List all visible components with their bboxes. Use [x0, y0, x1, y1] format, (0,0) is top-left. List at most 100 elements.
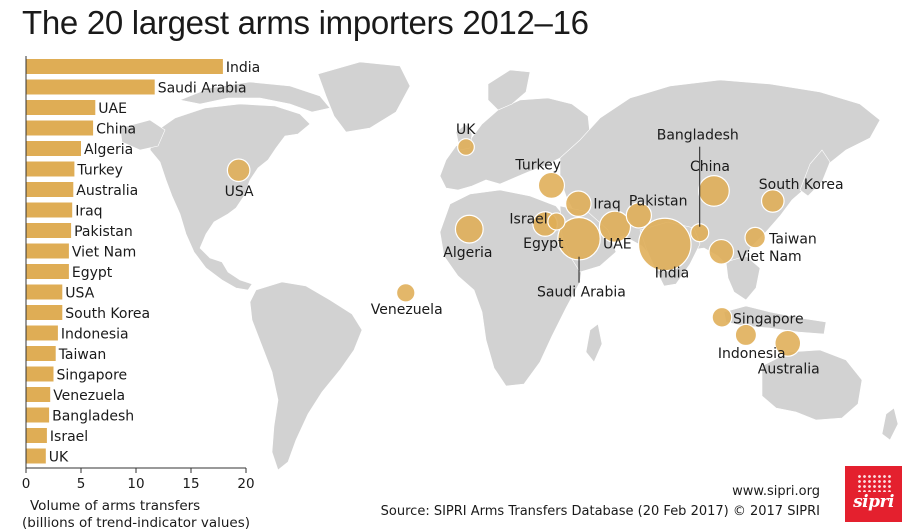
world-map — [119, 61, 899, 471]
source-note: Source: SIPRI Arms Transfers Database (2… — [381, 504, 820, 519]
map-label-uk: UK — [456, 122, 476, 138]
map-label-israel: Israel — [509, 211, 547, 227]
logo-dot-pattern — [857, 474, 891, 492]
bar-pakistan — [26, 223, 72, 238]
bar-label-viet-nam: Viet Nam — [72, 245, 136, 261]
bar-label-indonesia: Indonesia — [61, 327, 129, 343]
bubble-singapore — [711, 306, 733, 328]
bar-iraq — [26, 202, 73, 218]
bar-venezuela — [26, 387, 51, 402]
bar-label-pakistan: Pakistan — [74, 224, 133, 240]
bar-label-bangladesh: Bangladesh — [52, 409, 134, 425]
scandinavia-landmass — [487, 69, 531, 111]
x-axis-title: Volume of arms transfers — [30, 498, 200, 514]
sipri-logo: sipri — [845, 466, 902, 522]
map-label-indonesia: Indonesia — [718, 346, 786, 362]
map-label-saudi-arabia: Saudi Arabia — [537, 285, 626, 301]
bubble-uk — [457, 138, 475, 156]
canada-arctic-landmass — [178, 81, 331, 113]
bar-taiwan — [26, 346, 56, 361]
bar-label-iraq: Iraq — [75, 204, 102, 220]
bar-label-india: India — [226, 60, 260, 76]
bar-label-venezuela: Venezuela — [53, 388, 125, 404]
map-label-australia: Australia — [758, 361, 820, 377]
bar-turkey — [26, 161, 75, 177]
map-bubbles — [226, 138, 802, 357]
bar-singapore — [26, 366, 54, 382]
bar-egypt — [26, 264, 69, 279]
website-url[interactable]: www.sipri.org — [732, 484, 820, 499]
x-tick-label-0: 0 — [22, 476, 31, 492]
bar-label-south-korea: South Korea — [65, 306, 150, 322]
japan-landmass — [799, 149, 831, 197]
bar-label-algeria: Algeria — [84, 142, 133, 158]
bar-india — [26, 59, 223, 74]
australia-landmass — [761, 349, 863, 421]
bar-south-korea — [26, 305, 63, 320]
bar-label-usa: USA — [65, 286, 94, 302]
map-label-uae: UAE — [603, 237, 632, 253]
bubble-indonesia — [734, 323, 758, 347]
bar-labels: India Saudi Arabia UAE China Algeria Turkey Au… — [49, 60, 260, 466]
bar-algeria — [26, 141, 81, 156]
map-label-venezuela: Venezuela — [371, 302, 443, 318]
map-label-egypt: Egypt — [523, 236, 564, 252]
x-ticks: 0 5 10 15 20 — [22, 468, 255, 492]
bubble-iraq — [565, 190, 592, 217]
south-america-landmass — [249, 281, 363, 471]
new-zealand-landmass — [881, 407, 899, 441]
bar-bangladesh — [26, 407, 50, 423]
map-label-bangladesh: Bangladesh — [657, 128, 739, 144]
bar-saudi-arabia — [26, 79, 155, 95]
bar-label-uk: UK — [49, 450, 69, 466]
x-tick-label-10: 10 — [127, 476, 144, 492]
bubble-south-korea — [760, 189, 785, 213]
bar-label-singapore: Singapore — [57, 368, 128, 384]
map-label-taiwan: Taiwan — [768, 232, 817, 248]
map-label-india: India — [655, 265, 689, 281]
logo-text: sipri — [853, 492, 894, 512]
bubble-taiwan — [744, 226, 766, 249]
bar-china — [26, 120, 94, 136]
bar-usa — [26, 284, 63, 300]
bubble-uae — [598, 210, 632, 243]
bubble-viet-nam — [708, 238, 735, 265]
bar-uae — [26, 100, 96, 115]
bar-label-israel: Israel — [50, 429, 88, 445]
bar-indonesia — [26, 325, 58, 341]
bar-label-saudi-arabia: Saudi Arabia — [158, 81, 247, 97]
map-label-turkey: Turkey — [514, 157, 561, 173]
bar-label-egypt: Egypt — [72, 265, 113, 281]
bubble-venezuela — [395, 283, 416, 303]
x-axis-subtitle: (billions of trend-indicator values) — [22, 515, 250, 530]
bubble-australia — [774, 329, 802, 357]
map-label-algeria: Algeria — [443, 245, 492, 261]
bubble-india — [637, 217, 692, 272]
madagascar-landmass — [585, 323, 603, 363]
southeast-asia-landmass — [725, 255, 761, 301]
bubble-algeria — [454, 214, 484, 244]
indonesia-landmass — [723, 305, 827, 335]
chart-title: The 20 largest arms importers 2012–16 — [22, 4, 589, 41]
map-labels: India Saudi Arabia UAE China Algeria Turkey Au… — [225, 122, 844, 377]
bubble-turkey — [537, 171, 566, 199]
bar-label-china: China — [96, 122, 136, 138]
greenland-landmass — [317, 61, 411, 133]
map-label-pakistan: Pakistan — [629, 193, 688, 209]
bubble-pakistan — [625, 202, 653, 229]
bar-series — [26, 59, 223, 464]
bubble-china — [698, 174, 730, 207]
north-america-landmass — [149, 103, 311, 291]
map-label-south-korea: South Korea — [759, 177, 844, 193]
x-tick-label-20: 20 — [237, 476, 254, 492]
map-label-iraq: Iraq — [593, 197, 620, 213]
bar-label-turkey: Turkey — [76, 163, 123, 179]
bar-australia — [26, 182, 74, 197]
bar-label-australia: Australia — [76, 183, 138, 199]
map-label-china: China — [690, 159, 730, 175]
bubble-usa — [226, 158, 251, 183]
map-label-usa: USA — [225, 184, 254, 200]
bubble-israel — [547, 212, 566, 231]
map-label-viet-nam: Viet Nam — [737, 249, 801, 265]
